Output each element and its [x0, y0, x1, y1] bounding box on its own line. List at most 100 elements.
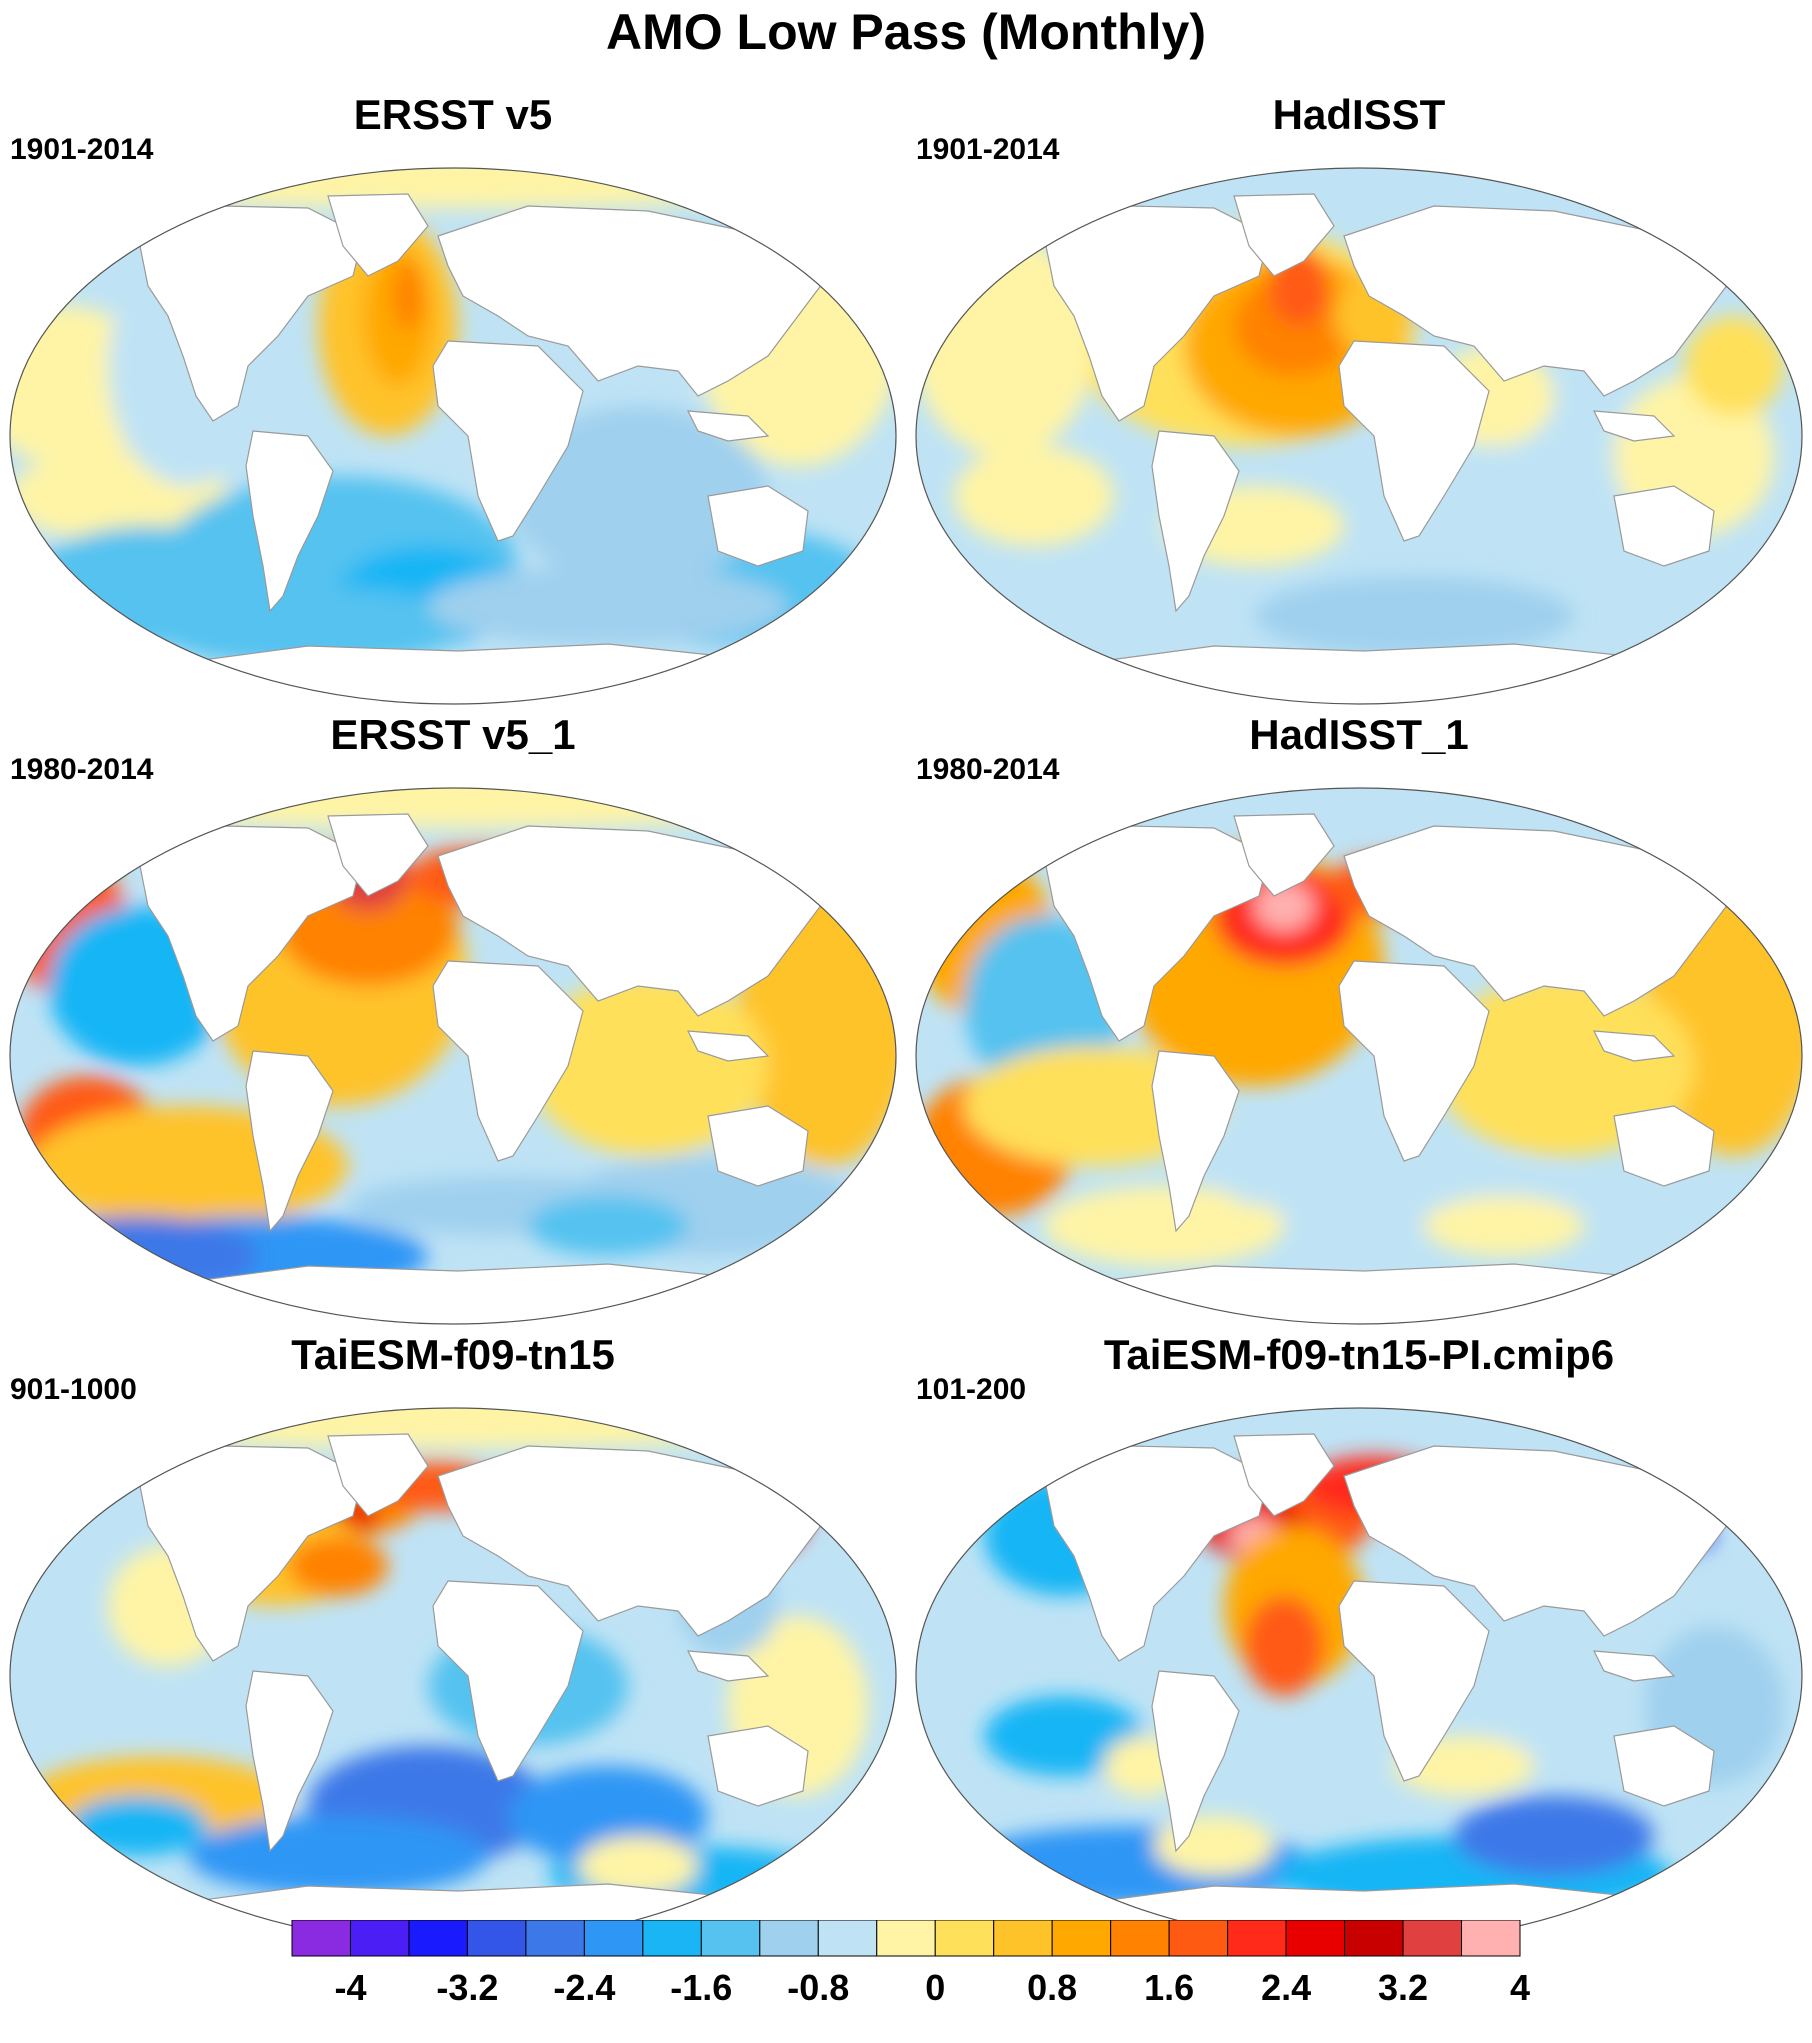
- colorbar-tick-label: -4: [334, 1967, 367, 2008]
- anomaly-field: [916, 1408, 1802, 1944]
- panel-taiesm: TaiESM-f09-tn15 901-1000: [0, 1330, 906, 1950]
- land-greenland: [327, 1433, 429, 1517]
- anomaly-field: [10, 1408, 896, 1944]
- land-southAmerica: [245, 1670, 334, 1853]
- colorbar-swatch: [1168, 1920, 1229, 1957]
- colorbar-swatch: [466, 1920, 527, 1957]
- colorbar: [291, 1920, 1521, 1957]
- land-southAmerica: [245, 430, 334, 613]
- anomaly-region: [528, 1196, 688, 1256]
- world-map: [9, 167, 897, 705]
- panel-title: HadISST_1: [1249, 711, 1469, 758]
- panel-ersst-v5-1: ERSST v5_1 1980-2014: [0, 710, 906, 1330]
- panel-title: TaiESM-f09-tn15-PI.cmip6: [1103, 1331, 1615, 1378]
- anomaly-region: [393, 261, 423, 331]
- land-australia: [707, 485, 809, 567]
- land-indonesia: [686, 1650, 770, 1682]
- land-antarctica: [156, 643, 770, 704]
- land-southAmerica: [245, 1050, 334, 1233]
- land-indonesia: [686, 410, 770, 442]
- panel-period: 101-200: [916, 1373, 1027, 1406]
- land-greenland: [1233, 1433, 1335, 1517]
- anomaly-region: [288, 1536, 388, 1596]
- panel-title: ERSST v5_1: [330, 711, 576, 758]
- land-indonesia: [686, 1030, 770, 1062]
- land-greenland: [1233, 813, 1335, 897]
- land-northAmerica: [1043, 1445, 1270, 1662]
- anomaly-region: [508, 406, 768, 586]
- colorbar-swatch: [700, 1920, 761, 1957]
- land-greenland: [327, 813, 429, 897]
- colorbar-swatch: [291, 1920, 351, 1957]
- colorbar-tick-label: -2.4: [553, 1967, 616, 2008]
- land-southAmerica: [1151, 1050, 1240, 1233]
- anomaly-field: [10, 168, 896, 704]
- colorbar-swatch: [525, 1920, 585, 1957]
- anomaly-region: [68, 1796, 208, 1856]
- world-map: [9, 1407, 897, 1945]
- anomaly-region: [528, 976, 768, 1156]
- map-border: [915, 787, 1803, 1325]
- land-africa: [1338, 340, 1490, 542]
- panel-title: ERSST v5: [353, 91, 553, 138]
- colorbar-tick-label: -3.2: [436, 1967, 499, 2008]
- colorbar-swatch: [993, 1920, 1053, 1957]
- world-map: [915, 167, 1803, 705]
- anomaly-region: [578, 1836, 698, 1896]
- colorbar-swatch: [583, 1920, 644, 1957]
- colorbar-swatch: [1461, 1920, 1521, 1957]
- anomaly-region: [1424, 1196, 1584, 1256]
- anomaly-region: [1044, 1186, 1284, 1266]
- colorbar-swatch: [1051, 1920, 1112, 1957]
- anomaly-region: [428, 566, 788, 646]
- anomaly-region: [954, 446, 1114, 546]
- land-northAmerica: [137, 1445, 364, 1662]
- land-greenland: [327, 193, 429, 277]
- colorbar-swatch: [1402, 1920, 1463, 1957]
- anomaly-region: [188, 1816, 488, 1896]
- land-indonesia: [1592, 410, 1676, 442]
- world-map: [9, 787, 897, 1325]
- land-australia: [1613, 1725, 1715, 1807]
- anomaly-field: [916, 788, 1802, 1324]
- land-africa: [432, 340, 584, 542]
- land-australia: [707, 1725, 809, 1807]
- land-southAmerica: [1151, 430, 1240, 613]
- colorbar-swatch: [642, 1920, 702, 1957]
- map-border: [915, 167, 1803, 705]
- land-northAmerica: [1043, 205, 1270, 422]
- land-antarctica: [156, 1263, 770, 1324]
- colorbar-swatch: [1227, 1920, 1287, 1957]
- land-africa: [1338, 1580, 1490, 1782]
- land-northAmerica: [137, 205, 364, 422]
- anomaly-region: [23, 168, 883, 208]
- land-antarctica: [1062, 1263, 1676, 1324]
- anomaly-region: [1244, 1596, 1324, 1696]
- colorbar-tick-label: 0: [925, 1967, 946, 2008]
- land-africa: [432, 1580, 584, 1782]
- land-africa: [1338, 960, 1490, 1162]
- colorbar-tick-label: -1.6: [670, 1967, 733, 2008]
- panel-hadisst-1: HadISST_1 1980-2014: [906, 710, 1812, 1330]
- land-australia: [1613, 485, 1715, 567]
- anomaly-region: [1214, 1126, 1314, 1206]
- panel-period: 901-1000: [10, 1373, 137, 1406]
- colorbar-tick-label: 1.6: [1144, 1967, 1195, 2008]
- colorbar-swatch: [759, 1920, 819, 1957]
- panel-period: 1980-2014: [10, 753, 154, 786]
- land-indonesia: [1592, 1650, 1676, 1682]
- anomaly-field: [916, 168, 1802, 704]
- land-australia: [707, 1105, 809, 1187]
- panel-title: HadISST: [1272, 91, 1446, 138]
- anomaly-region: [1484, 1646, 1644, 1766]
- land-greenland: [1233, 193, 1335, 277]
- anomaly-field: [10, 788, 896, 1324]
- anomaly-region: [1434, 976, 1694, 1156]
- land-northAmerica: [137, 825, 364, 1042]
- map-border: [9, 167, 897, 705]
- anomaly-region: [1254, 576, 1574, 656]
- panel-taiesm-pi: TaiESM-f09-tn15-PI.cmip6 101-200: [906, 1330, 1812, 1950]
- panel-period: 1901-2014: [10, 133, 154, 166]
- anomaly-region: [1454, 1796, 1654, 1876]
- map-border: [9, 787, 897, 1325]
